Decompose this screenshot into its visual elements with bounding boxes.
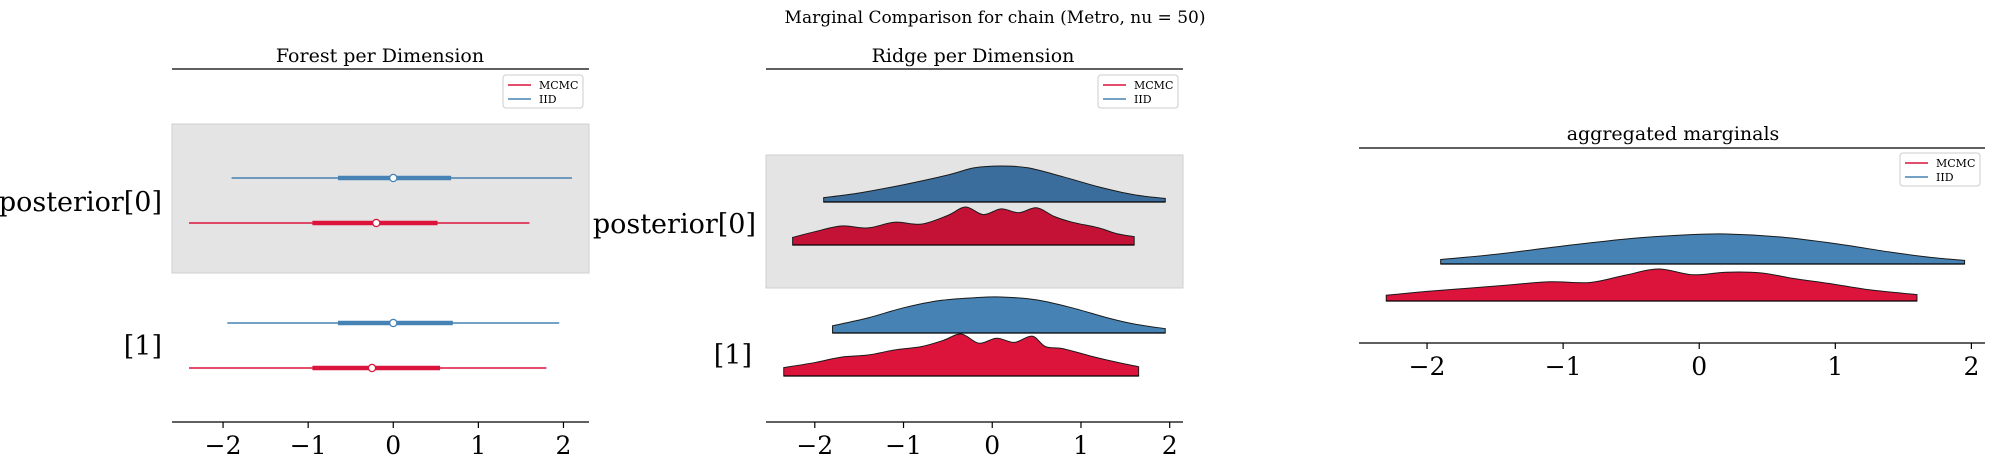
ridge-density-mcmc	[792, 206, 1135, 246]
legend: MCMC IID	[1097, 74, 1179, 109]
legend-label-mcmc: MCMC	[539, 79, 578, 92]
row-label-0: posterior[0]	[593, 209, 756, 240]
aggregated-marks	[1385, 233, 1966, 302]
x-tick-label: 0	[984, 431, 1000, 460]
x-tick-label: −1	[1545, 352, 1582, 381]
legend-label-iid: IID	[539, 93, 557, 106]
x-ticks: −2 −1 0 1 2	[205, 422, 572, 460]
x-ticks: −2 −1 0 1 2	[796, 422, 1178, 460]
figure-title: Marginal Comparison for chain (Metro, nu…	[785, 8, 1206, 28]
ridge-density-iid	[823, 165, 1166, 203]
forest-median-point	[371, 218, 381, 228]
ridge-density-mcmc	[1385, 268, 1918, 302]
panel-aggregated: aggregated marginals −2 −1 0 1 2 MCMC IID	[1359, 123, 1985, 381]
legend-label-iid: IID	[1134, 93, 1152, 106]
forest-median-point	[389, 318, 398, 328]
x-tick-label: −2	[205, 431, 242, 460]
x-tick-label: 1	[1827, 352, 1843, 381]
legend-label-iid: IID	[1936, 171, 1954, 184]
x-tick-label: 2	[1162, 431, 1178, 460]
ridge-density-iid	[1440, 233, 1966, 265]
x-tick-label: 0	[1691, 352, 1707, 381]
panel-title: aggregated marginals	[1567, 123, 1780, 145]
x-tick-label: 2	[1963, 352, 1979, 381]
x-tick-label: −1	[885, 431, 922, 460]
x-tick-label: −2	[796, 431, 833, 460]
x-tick-label: −1	[290, 431, 327, 460]
ridge-density-mcmc	[783, 333, 1140, 377]
x-tick-label: 1	[1073, 431, 1089, 460]
panel-ridge: Ridge per Dimension posterior[0] [1] −2−…	[593, 45, 1184, 460]
x-tick-label: 1	[470, 431, 486, 460]
legend: MCMC IID	[1899, 152, 1981, 187]
legend-label-mcmc: MCMC	[1134, 79, 1173, 92]
forest-marks	[189, 173, 572, 373]
legend-label-mcmc: MCMC	[1936, 157, 1975, 170]
row-label-1: [1]	[124, 331, 162, 362]
x-tick-label: 2	[556, 431, 572, 460]
ridge-marks	[783, 165, 1166, 377]
row-label-1: [1]	[714, 340, 752, 371]
panel-title: Ridge per Dimension	[872, 45, 1075, 67]
x-ticks: −2 −1 0 1 2	[1409, 343, 1979, 381]
panel-forest: Forest per Dimension posterior[0] [1] −2…	[0, 45, 590, 460]
panel-title: Forest per Dimension	[276, 45, 484, 67]
row-label-0: posterior[0]	[0, 187, 162, 218]
band-row-0	[171, 123, 590, 274]
forest-median-point	[389, 173, 398, 183]
legend: MCMC IID	[502, 74, 584, 109]
ridge-density-iid	[832, 296, 1166, 334]
x-tick-label: −2	[1409, 352, 1446, 381]
forest-median-point	[367, 363, 377, 373]
x-tick-label: 0	[385, 431, 401, 460]
